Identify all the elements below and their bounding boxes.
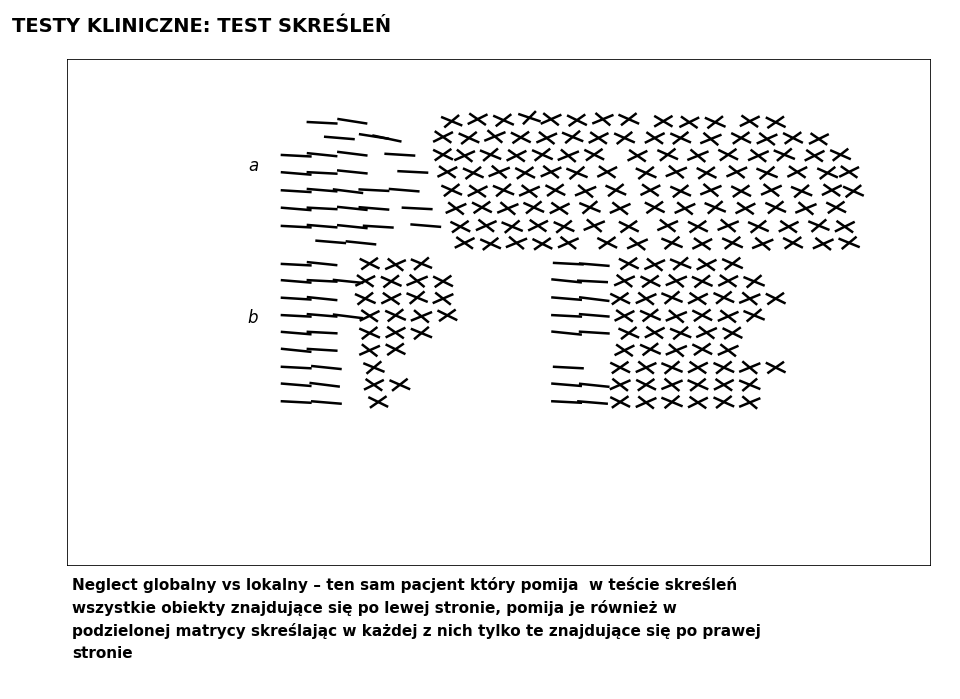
Text: TESTY KLINICZNE: TEST SKREŚLEŃ: TESTY KLINICZNE: TEST SKREŚLEŃ xyxy=(12,17,391,36)
Text: a: a xyxy=(248,157,258,175)
Text: Neglect globalny vs lokalny – ten sam pacjent który pomija  w teście skreśleń
ws: Neglect globalny vs lokalny – ten sam pa… xyxy=(72,577,761,661)
Text: b: b xyxy=(248,309,258,327)
